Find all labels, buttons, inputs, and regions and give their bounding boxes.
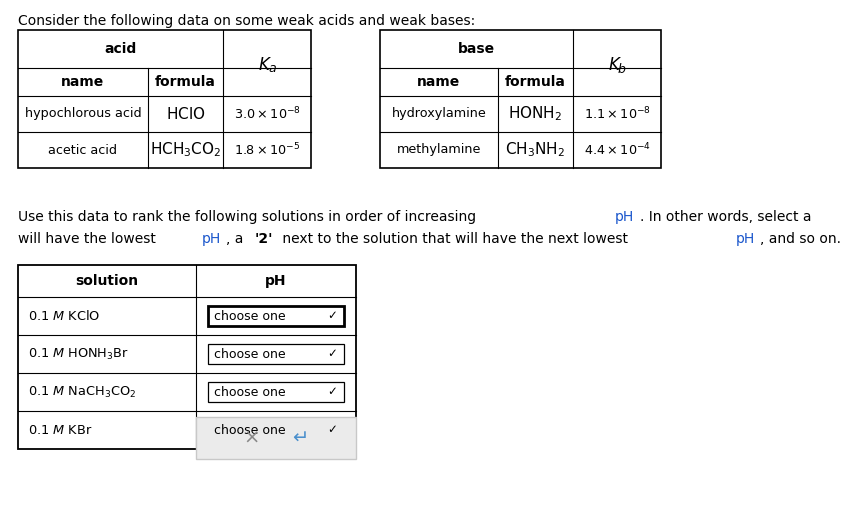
Text: 0.1 $\it{M}$ HONH$_3$Br: 0.1 $\it{M}$ HONH$_3$Br: [28, 347, 129, 362]
Text: acid: acid: [105, 42, 136, 56]
Text: , a: , a: [227, 232, 248, 246]
Text: name: name: [417, 75, 461, 89]
Text: $K$: $K$: [258, 56, 272, 74]
Text: choose one: choose one: [214, 310, 285, 323]
Text: will have the lowest: will have the lowest: [18, 232, 160, 246]
Text: $K$: $K$: [608, 56, 622, 74]
Text: $1.1 \times 10^{-8}$: $1.1 \times 10^{-8}$: [584, 105, 650, 122]
Text: pH: pH: [265, 274, 287, 288]
Text: hydroxylamine: hydroxylamine: [392, 108, 486, 121]
Text: ✓: ✓: [327, 423, 337, 436]
Bar: [18, 265, 356, 449]
Text: $a$: $a$: [268, 63, 276, 76]
Text: pH: pH: [615, 210, 634, 224]
Text: pH: pH: [735, 232, 755, 246]
Text: ↵: ↵: [292, 429, 308, 447]
Text: hypochlorous acid: hypochlorous acid: [25, 108, 141, 121]
Text: '2': '2': [255, 232, 273, 246]
Bar: [208, 306, 344, 326]
Text: $3.0 \times 10^{-8}$: $3.0 \times 10^{-8}$: [233, 105, 301, 122]
Text: $\mathrm{HONH_2}$: $\mathrm{HONH_2}$: [509, 104, 562, 123]
Text: , and so on.: , and so on.: [761, 232, 842, 246]
Text: name: name: [61, 75, 105, 89]
Bar: [18, 30, 311, 168]
Text: . In other words, select a: . In other words, select a: [640, 210, 815, 224]
Bar: [380, 30, 661, 168]
Text: $b$: $b$: [618, 62, 627, 76]
Text: 0.1 $\it{M}$ KBr: 0.1 $\it{M}$ KBr: [28, 423, 92, 436]
Text: ×: ×: [244, 429, 260, 447]
Text: 0.1 $\it{M}$ KClO: 0.1 $\it{M}$ KClO: [28, 309, 101, 323]
Text: formula: formula: [505, 75, 566, 89]
Text: choose one: choose one: [214, 423, 285, 436]
Text: formula: formula: [155, 75, 216, 89]
Text: Consider the following data on some weak acids and weak bases:: Consider the following data on some weak…: [18, 14, 475, 28]
Text: ✓: ✓: [327, 386, 337, 398]
Text: base: base: [458, 42, 495, 56]
Text: $\mathrm{HCH_3CO_2}$: $\mathrm{HCH_3CO_2}$: [150, 140, 222, 159]
Text: pH: pH: [202, 232, 221, 246]
Text: $1.8 \times 10^{-5}$: $1.8 \times 10^{-5}$: [233, 141, 300, 158]
Bar: [208, 382, 344, 402]
Bar: [196, 417, 356, 459]
Text: next to the solution that will have the next lowest: next to the solution that will have the …: [279, 232, 633, 246]
Text: solution: solution: [76, 274, 139, 288]
Text: choose one: choose one: [214, 386, 285, 398]
Text: $4.4 \times 10^{-4}$: $4.4 \times 10^{-4}$: [584, 141, 650, 158]
Text: ✓: ✓: [327, 348, 337, 361]
Bar: [208, 344, 344, 364]
Text: Use this data to rank the following solutions in order of increasing: Use this data to rank the following solu…: [18, 210, 481, 224]
Text: ✓: ✓: [327, 310, 337, 323]
Text: $\mathrm{CH_3NH_2}$: $\mathrm{CH_3NH_2}$: [505, 140, 566, 159]
Text: methylamine: methylamine: [397, 144, 481, 157]
Text: 0.1 $\it{M}$ NaCH$_3$CO$_2$: 0.1 $\it{M}$ NaCH$_3$CO$_2$: [28, 384, 136, 399]
Bar: [208, 420, 344, 440]
Text: $\mathrm{HClO}$: $\mathrm{HClO}$: [166, 106, 205, 122]
Text: acetic acid: acetic acid: [49, 144, 118, 157]
Text: choose one: choose one: [214, 348, 285, 361]
